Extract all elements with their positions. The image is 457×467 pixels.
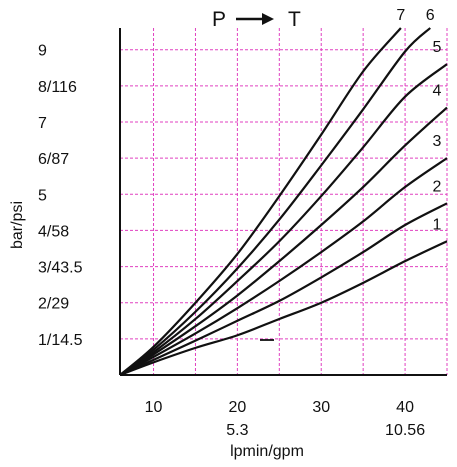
series-label-1: 1 [433, 216, 442, 233]
series-line-3 [119, 157, 448, 376]
series-line-5 [119, 63, 448, 376]
arrow-icon [236, 13, 274, 25]
series-label-6: 6 [426, 7, 435, 24]
series-line-2 [119, 202, 448, 377]
series-label-2: 2 [433, 178, 442, 195]
x-tick-label: 20 [228, 399, 246, 416]
x-tick-label: 40 [396, 399, 414, 416]
series-lines: 1 2 3 4 5 6 7 [119, 7, 448, 377]
series-label-5: 5 [433, 39, 442, 56]
y-tick-label: 8/116 [38, 79, 77, 96]
axes [119, 28, 447, 376]
y-tick-label: 4/58 [38, 223, 69, 240]
series-line-4 [119, 106, 448, 376]
y-tick-label: 2/29 [38, 296, 69, 313]
y-tick-label: 5 [38, 187, 47, 204]
title-to: T [288, 8, 301, 31]
x-axis-label: lpmin/gpm [230, 443, 304, 460]
series-line-6 [119, 27, 431, 376]
y-tick-label: 3/43.5 [38, 260, 83, 277]
y-tick-label: 9 [38, 43, 47, 60]
series-line-1 [119, 240, 448, 377]
x-tick-sublabel: 5.3 [226, 422, 248, 439]
y-tick-label: 1/14.5 [38, 332, 83, 349]
series-label-7: 7 [396, 7, 405, 24]
y-axis-label: bar/psi [9, 201, 26, 249]
title-from: P [212, 8, 226, 31]
tick-labels: 10 20 5.3 30 40 10.56 1/14.5 2/29 3/43.5 4/58 5 6/8… [38, 43, 425, 439]
series-line-7 [119, 27, 402, 376]
x-tick-sublabel: 10.56 [385, 422, 425, 439]
series-label-3: 3 [433, 133, 442, 150]
x-tick-label: 30 [312, 399, 330, 416]
grid [120, 28, 448, 375]
x-tick-label: 10 [145, 399, 163, 416]
y-tick-label: 6/87 [38, 151, 69, 168]
y-tick-label: 7 [38, 115, 47, 132]
series-label-4: 4 [433, 83, 442, 100]
